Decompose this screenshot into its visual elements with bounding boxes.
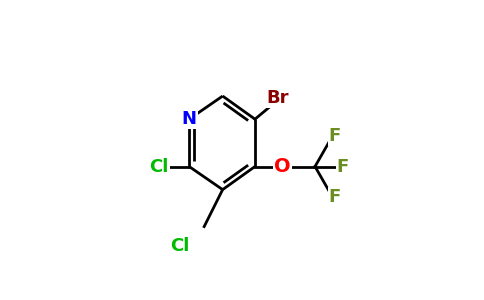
- Text: F: F: [329, 128, 341, 146]
- Text: Cl: Cl: [150, 158, 169, 175]
- Text: Cl: Cl: [170, 237, 190, 255]
- Text: N: N: [182, 110, 197, 128]
- Text: F: F: [337, 158, 349, 175]
- Text: Br: Br: [267, 89, 289, 107]
- Text: O: O: [274, 157, 291, 176]
- Text: F: F: [329, 188, 341, 206]
